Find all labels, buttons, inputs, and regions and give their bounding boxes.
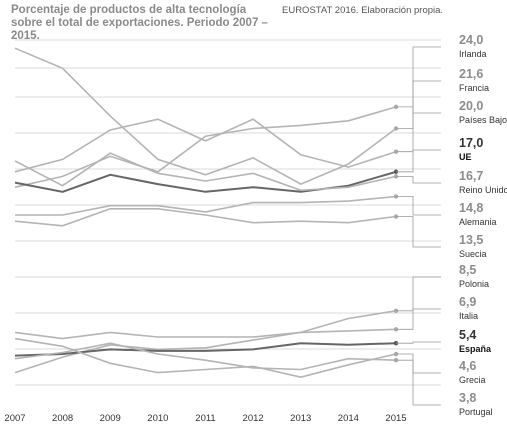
x-tick-label: 2014	[338, 413, 359, 424]
series-line	[14, 118, 397, 173]
series-value-label: 14,8	[459, 201, 483, 215]
series-name-label: Grecia	[459, 375, 486, 385]
series-name-label: Países Bajos	[459, 115, 507, 125]
x-tick-label: 2010	[147, 413, 168, 424]
leader-line	[396, 149, 441, 173]
series-line	[14, 152, 397, 192]
series-name-label: Italia	[459, 311, 478, 321]
x-axis-ticks: 2007 2008 2009 2010 2011 2012 2013 2014 2015	[4, 413, 406, 424]
series-value-label: 17,0	[459, 136, 483, 150]
x-tick-label: 2013	[290, 413, 311, 424]
series-value-label: 3,8	[459, 391, 476, 405]
series-name-label: Suecia	[459, 249, 487, 259]
series-value-label: 4,6	[459, 359, 476, 373]
series-name-label: Portugal	[459, 407, 493, 417]
series-line	[14, 328, 397, 340]
x-tick-label: 2015	[385, 413, 406, 424]
x-tick-label: 2009	[100, 413, 121, 424]
leader-line	[396, 175, 441, 184]
series-line	[14, 310, 397, 374]
series-name-label: Irlanda	[459, 49, 487, 59]
leader-line	[396, 276, 441, 312]
leader-line	[396, 106, 441, 114]
leader-line	[396, 80, 441, 153]
leader-line	[396, 359, 441, 406]
series-labels: 24,0 Irlanda 21,6 Francia 20,0 Países Bajos 17…	[459, 33, 507, 417]
leader-line	[396, 216, 441, 248]
series-line	[14, 208, 397, 227]
x-tick-label: 2007	[4, 413, 25, 424]
x-tick-label: 2008	[52, 413, 73, 424]
series-line	[14, 337, 397, 379]
leader-line	[396, 341, 441, 344]
series-name-label: UE	[459, 152, 472, 162]
series-value-label: 24,0	[459, 33, 483, 47]
series-line	[14, 47, 397, 185]
chart-source: EUROSTAT 2016. Elaboración propia.	[282, 5, 444, 16]
series-line	[14, 106, 397, 188]
series-value-label: 6,9	[459, 295, 476, 309]
leader-line	[396, 308, 441, 330]
leader-line	[396, 196, 441, 216]
series-line	[15, 195, 397, 216]
series-line	[14, 342, 397, 371]
series-value-label: 21,6	[459, 67, 483, 81]
label-leaders	[396, 46, 441, 406]
series-value-label: 16,7	[459, 169, 483, 183]
series-value-label: 20,0	[459, 99, 483, 113]
x-tick-label: 2011	[195, 413, 215, 424]
series-name-label: Francia	[459, 83, 489, 93]
leader-line	[396, 353, 441, 374]
series-name-label: Reino Unido	[459, 185, 507, 195]
series-value-label: 5,4	[459, 328, 476, 342]
series-name-label: España	[459, 344, 492, 354]
series-value-label: 13,5	[459, 233, 483, 247]
chart-title: Porcentaje de productos de alta tecnolog…	[11, 4, 268, 42]
series-name-label: Alemania	[459, 217, 497, 227]
series-name-label: Polonia	[459, 279, 489, 289]
series-lines	[14, 47, 399, 379]
x-tick-label: 2012	[243, 413, 264, 424]
series-value-label: 8,5	[459, 263, 476, 277]
leader-line	[396, 46, 441, 129]
grid-lines	[15, 39, 441, 386]
